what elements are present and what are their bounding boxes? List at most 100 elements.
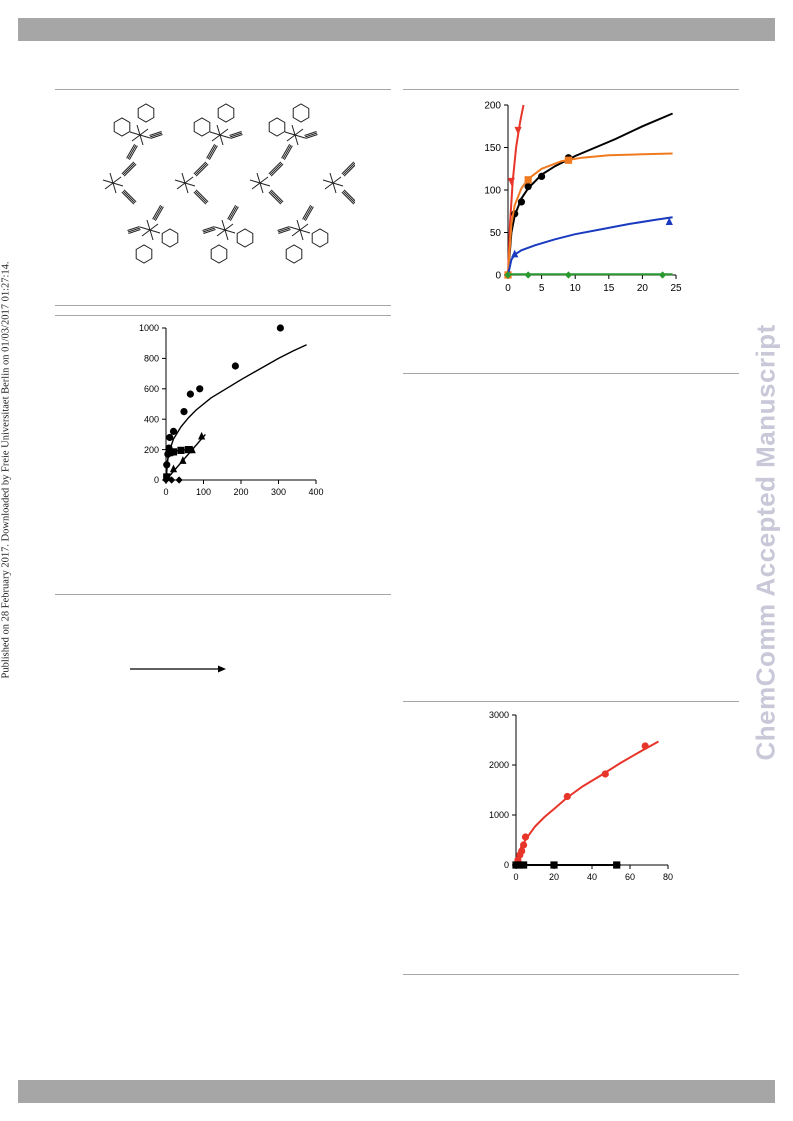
data-point	[538, 172, 546, 180]
data-point	[184, 446, 193, 454]
data-point	[169, 448, 178, 456]
y-tick-label: 0	[495, 271, 501, 282]
y-tick-label: 400	[144, 414, 159, 424]
series-1	[163, 324, 307, 481]
data-point	[276, 324, 284, 332]
data-point	[169, 464, 178, 473]
right-rule-3	[403, 701, 739, 702]
data-point	[524, 183, 532, 191]
fit-line	[515, 740, 659, 866]
data-point	[175, 476, 183, 484]
x-tick-label: 400	[308, 487, 323, 497]
data-point	[665, 217, 673, 226]
reaction-arrow	[130, 665, 226, 673]
data-point	[564, 156, 573, 164]
data-point	[520, 861, 528, 869]
data-point	[516, 861, 524, 869]
y-tick-label: 0	[154, 475, 159, 485]
x-tick-label: 60	[625, 872, 635, 882]
fit-line	[165, 433, 206, 481]
chart-3: 0 20 40 60 80 0 1000 2000 3000	[489, 710, 673, 882]
fit-line	[507, 216, 673, 276]
left-rule-2	[55, 305, 391, 306]
y-tick-label: 200	[144, 445, 159, 455]
data-point	[641, 742, 649, 750]
footer-band	[18, 1080, 775, 1103]
series-2	[512, 861, 621, 869]
x-tick-label: 25	[670, 283, 682, 294]
left-rule-4	[55, 594, 391, 595]
molecular-structure-figure	[102, 103, 355, 264]
y-tick-label: 0	[504, 860, 509, 870]
data-point	[504, 271, 512, 279]
left-rule-3	[55, 315, 391, 316]
data-point	[179, 456, 187, 464]
data-point	[162, 476, 170, 484]
data-point	[613, 861, 621, 869]
data-point	[524, 271, 532, 279]
series-4	[162, 476, 183, 484]
data-point	[231, 362, 239, 370]
y-tick-label: 2000	[489, 760, 509, 770]
data-point	[550, 861, 558, 869]
fit-line	[507, 104, 525, 276]
y-tick-label: 800	[144, 354, 159, 364]
data-point	[180, 408, 188, 416]
data-point	[168, 476, 176, 484]
axes: 0 100 200 300 400 0 200 400 600 800 1000	[139, 323, 324, 497]
data-point	[524, 176, 532, 184]
watermark: ChemComm Accepted Manuscript	[750, 324, 781, 761]
right-rule-1	[403, 89, 739, 90]
data-point	[198, 431, 206, 440]
data-point	[186, 390, 194, 398]
x-tick-label: 10	[570, 283, 582, 294]
x-tick-label: 40	[587, 872, 597, 882]
data-point	[188, 445, 196, 454]
x-tick-label: 5	[539, 283, 545, 294]
series-2	[504, 112, 673, 279]
y-tick-label: 1000	[489, 810, 509, 820]
right-rule-2	[403, 373, 739, 374]
x-tick-label: 80	[663, 872, 673, 882]
y-tick-label: 600	[144, 384, 159, 394]
series-4	[507, 216, 673, 276]
data-point	[564, 271, 573, 279]
data-point	[514, 126, 522, 135]
data-point	[196, 385, 204, 393]
data-point	[177, 446, 185, 454]
data-point	[520, 841, 528, 849]
data-point	[518, 847, 526, 855]
data-point	[169, 427, 178, 435]
x-tick-label: 0	[513, 872, 518, 882]
x-tick-label: 20	[549, 872, 559, 882]
x-tick-label: 200	[233, 487, 248, 497]
data-point	[517, 198, 526, 206]
x-tick-label: 300	[271, 487, 286, 497]
chart-2: 0 5 10 15 20 25 0 50 100 150 200	[484, 101, 682, 295]
x-tick-label: 15	[603, 283, 615, 294]
data-point	[601, 770, 609, 778]
series-3	[504, 152, 673, 279]
y-tick-label: 150	[484, 143, 501, 154]
x-tick-label: 0	[505, 283, 511, 294]
data-point	[166, 433, 174, 442]
right-rule-4	[403, 974, 739, 975]
y-tick-label: 1000	[139, 323, 159, 333]
x-tick-label: 100	[196, 487, 211, 497]
series-1	[512, 740, 659, 869]
y-tick-label: 50	[490, 228, 502, 239]
data-point	[507, 177, 515, 186]
x-tick-label: 0	[163, 487, 168, 497]
data-point	[563, 792, 571, 801]
series-5	[504, 271, 673, 279]
publication-note: Published on 28 February 2017. Downloade…	[0, 261, 12, 679]
data-point	[512, 861, 520, 869]
data-point	[166, 449, 174, 457]
axes: 0 5 10 15 20 25 0 50 100 150 200	[484, 101, 682, 295]
data-point	[511, 249, 519, 258]
header-band	[18, 18, 775, 41]
fit-line	[507, 152, 673, 276]
data-point	[658, 271, 667, 279]
x-tick-label: 20	[637, 283, 649, 294]
y-tick-label: 3000	[489, 710, 509, 720]
